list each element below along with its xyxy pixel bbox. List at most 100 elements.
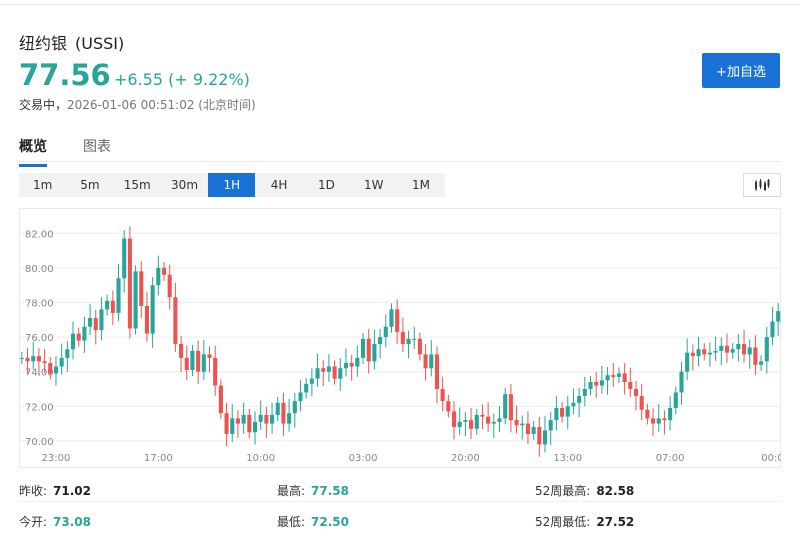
interval-1mo[interactable]: 1M: [412, 178, 431, 192]
candle-body: [395, 309, 400, 332]
stat-high: 最高: 77.58: [277, 482, 349, 499]
stat-value: 73.08: [53, 515, 92, 529]
status-timestamp: 2026-01-06 00:51:02 (北京时间): [67, 98, 256, 112]
candle-body: [651, 418, 656, 424]
y-tick-label: 82.00: [25, 229, 54, 240]
candle-body: [173, 297, 178, 345]
candle-body: [702, 349, 707, 355]
interval-1h[interactable]: 1H: [208, 173, 256, 197]
interval-15m[interactable]: 15m: [123, 178, 151, 192]
candle-body: [184, 357, 189, 370]
candle-body: [25, 357, 30, 362]
candle-body: [508, 394, 513, 421]
stat-52w-low: 52周最低: 27.52: [535, 513, 634, 530]
candle-body: [429, 354, 434, 369]
candle-body: [366, 338, 371, 362]
view-tabs: 概览 图表: [19, 136, 147, 167]
candle-body: [713, 350, 718, 353]
candle-body: [161, 267, 167, 275]
candle-body: [565, 406, 570, 417]
candle-body: [548, 420, 553, 431]
tab-overview[interactable]: 概览: [19, 136, 47, 167]
stat-label: 今开:: [19, 515, 48, 529]
instrument-title: 纽约银 (USSI): [19, 30, 124, 54]
top-divider: [0, 4, 800, 5]
candle-body: [218, 385, 223, 414]
add-to-watchlist-button[interactable]: +加自选: [702, 53, 780, 88]
candle-body: [616, 373, 621, 377]
candle-body: [332, 366, 337, 379]
candle-body: [588, 382, 593, 389]
x-tick-label: 10:00: [246, 453, 275, 464]
interval-30m[interactable]: 30m: [171, 178, 199, 192]
interval-1d[interactable]: 1D: [317, 178, 335, 192]
stat-label: 52周最低:: [535, 515, 591, 529]
candle-body: [719, 345, 724, 351]
y-tick-label: 80.00: [25, 264, 54, 275]
candle-body: [105, 300, 110, 310]
candle-body: [577, 395, 582, 403]
candle-body: [287, 413, 292, 424]
interval-1m[interactable]: 1m: [32, 178, 53, 192]
candle-body: [298, 392, 303, 402]
candle-body: [446, 401, 451, 412]
x-tick-label: 03:00: [349, 453, 378, 464]
candle-body: [48, 363, 53, 374]
interval-5m[interactable]: 5m: [80, 178, 100, 192]
x-tick-label: 20:00: [451, 453, 480, 464]
candle-body: [338, 368, 343, 379]
candle-body: [389, 309, 394, 327]
stat-label: 52周最高:: [535, 484, 591, 498]
x-tick-label: 17:00: [144, 453, 173, 464]
stat-label: 昨收:: [19, 484, 48, 498]
interval-1w[interactable]: 1W: [363, 178, 384, 192]
trading-status: 交易中，2026-01-06 00:51:02 (北京时间): [19, 96, 256, 113]
candle-body: [150, 285, 155, 334]
stat-label: 最低:: [277, 515, 306, 529]
candle-body: [258, 414, 263, 422]
candle-body: [281, 402, 286, 424]
candle-body: [19, 357, 24, 359]
chart-type-button[interactable]: [743, 173, 781, 197]
candle-body: [36, 356, 41, 362]
x-tick-label: 00:0: [761, 453, 781, 464]
candle-body: [275, 402, 280, 415]
interval-selector: 1m 5m 15m 30m 1H 4H 1D 1W 1M: [19, 173, 445, 197]
candle-body: [93, 318, 98, 331]
candle-body: [76, 333, 81, 341]
candle-body: [412, 338, 417, 340]
candle-body: [747, 347, 752, 355]
candle-body: [247, 414, 252, 433]
candle-body: [99, 309, 104, 331]
candle-body: [31, 356, 36, 362]
tabs-divider: [19, 161, 781, 162]
stat-open: 今开: 73.08: [19, 513, 91, 530]
x-tick-label: 23:00: [42, 453, 71, 464]
candle-body: [679, 371, 684, 393]
stat-low: 最低: 72.50: [277, 513, 349, 530]
candle-body: [343, 363, 349, 369]
candle-body: [514, 420, 519, 426]
price-candlestick-chart[interactable]: 82.0080.0078.0076.0074.0072.0070.0023:00…: [19, 208, 781, 468]
candle-body: [451, 411, 457, 428]
tab-chart[interactable]: 图表: [83, 139, 111, 155]
candle-body: [622, 373, 627, 383]
interval-4h[interactable]: 4H: [270, 178, 288, 192]
candle-body: [321, 368, 326, 372]
candle-body: [264, 414, 269, 424]
candle-body: [594, 382, 599, 386]
candle-body: [144, 305, 149, 334]
candle-body: [139, 271, 144, 306]
candle-body: [690, 352, 695, 357]
candle-body: [179, 344, 184, 358]
candle-body: [571, 402, 576, 407]
candle-body: [167, 274, 172, 298]
candle-body: [542, 430, 548, 445]
candle-body: [383, 326, 388, 338]
y-tick-label: 72.00: [25, 402, 54, 413]
candle-body: [53, 366, 59, 374]
stat-value: 71.02: [53, 484, 92, 498]
stat-label: 最高:: [277, 484, 306, 498]
candle-body: [400, 331, 405, 345]
instrument-code: (USSI): [75, 34, 125, 53]
